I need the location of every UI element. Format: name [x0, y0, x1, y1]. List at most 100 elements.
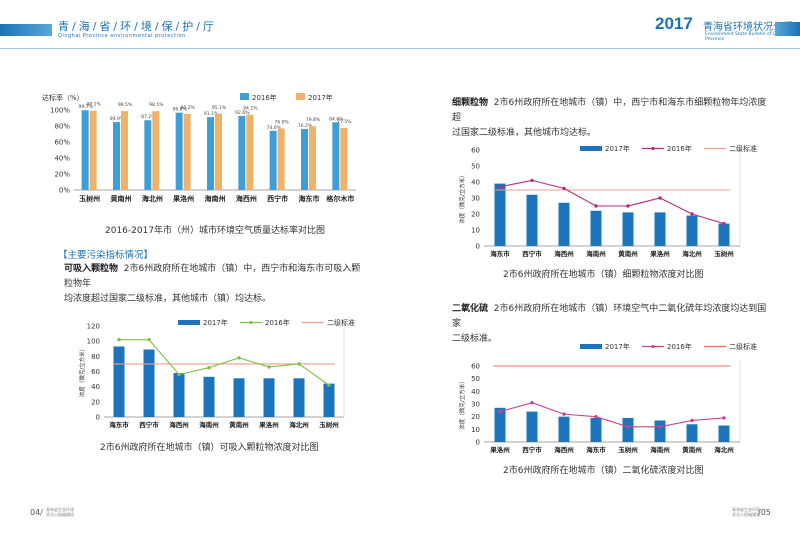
- footer-left-note-line1: 青海省生态环境: [46, 507, 74, 512]
- header-divider: [0, 48, 800, 49]
- y-tick-label: 20: [471, 211, 480, 219]
- header-left-subtitle: Qinghai Province environmental protectio…: [58, 33, 186, 39]
- prev-year-point: [237, 356, 241, 360]
- prev-year-point: [658, 196, 662, 200]
- pm25-chart: 浓度（微克/立方米） 2017年 2016年 二级标准 0 10 20 30 40 50 60 海东市…: [458, 144, 757, 258]
- x-tick-label: 海西州: [554, 445, 574, 454]
- prev-year-point: [498, 409, 502, 414]
- bar: [173, 373, 185, 417]
- x-tick-label: 西宁市: [139, 420, 159, 429]
- y-tick-label: 0%: [59, 187, 70, 195]
- y-tick-label: 120: [87, 323, 100, 331]
- so2-text-line1: 2市6州政府所在地城市（镇）环境空气中二氧化硫年均浓度均达到国家: [452, 304, 767, 329]
- x-tick-label: 玉树州: [79, 194, 100, 203]
- x-tick-label: 海西州: [236, 194, 257, 203]
- legend-entry: 二级标准: [327, 318, 355, 327]
- footer-left-note: 青海省生态环境 状况公报编辑组: [46, 507, 74, 517]
- x-tick-label: 海东市: [299, 194, 320, 203]
- bar: [494, 407, 506, 442]
- so2-chart-caption: 2市6州政府所在地城市（镇）二氧化硫浓度对比图: [503, 466, 704, 476]
- y-tick-label: 10: [471, 227, 480, 235]
- bar: [175, 112, 183, 190]
- bar: [494, 183, 506, 246]
- data-label: 76.2%: [298, 123, 313, 129]
- x-tick-label: 西宁市: [522, 249, 542, 258]
- bar: [686, 215, 698, 246]
- x-tick-label: 海东市: [586, 445, 606, 454]
- data-label: 76.9%: [275, 119, 290, 125]
- x-tick-label: 玉树州: [714, 249, 734, 258]
- data-label: 92.6%: [235, 110, 250, 116]
- footer-right-note-line1: 青海省生态环境: [732, 507, 760, 512]
- y-tick-label: 50: [471, 163, 480, 171]
- y-tick-label: 40: [91, 383, 100, 391]
- pm10-chart-caption: 2市6州政府所在地城市（镇）可吸入颗粒物浓度对比图: [100, 443, 319, 453]
- legend-entry: 二级标准: [729, 342, 757, 351]
- y-tick-label: 20%: [54, 171, 70, 179]
- x-tick-label: 海南州: [586, 249, 606, 258]
- legend-entry: 2016年: [265, 318, 290, 327]
- legend-entry: 2016年: [252, 93, 277, 102]
- data-label: 95.1%: [212, 105, 227, 111]
- y-axis-label: 达标率（%）: [42, 93, 84, 102]
- y-tick-label: 40%: [54, 155, 70, 163]
- y-tick-label: 20: [471, 413, 480, 421]
- bar: [81, 110, 89, 190]
- bar: [238, 115, 246, 190]
- data-label: 84.9%: [110, 116, 125, 122]
- bar: [340, 128, 348, 190]
- x-tick-label: 海东市: [490, 249, 510, 258]
- bar: [654, 420, 666, 442]
- bar: [590, 210, 602, 246]
- bar: [622, 417, 634, 442]
- y-tick-label: 60: [471, 363, 480, 371]
- legend-swatch: [580, 146, 602, 151]
- x-tick-label: 果洛州: [489, 445, 510, 454]
- header-right-subtitle: Environment State Bulletin of Qinghai Pr…: [705, 32, 791, 42]
- data-label: 91.1%: [204, 111, 219, 117]
- prev-year-line: [499, 402, 725, 428]
- bar: [207, 117, 214, 190]
- data-label: 99.7%: [79, 104, 94, 110]
- x-tick-label: 海北州: [682, 249, 702, 258]
- data-label: 95.2%: [181, 105, 196, 111]
- header-left-title: 青/海/省/环/境/保/护/厅: [58, 20, 217, 33]
- pm10-paragraph: 可吸入颗粒物 2市6州政府所在地城市（镇）中，西宁市和海东市可吸入颗粒物年 均浓…: [64, 262, 364, 307]
- y-tick-label: 100%: [50, 107, 70, 115]
- y-tick-label: 0: [476, 243, 480, 251]
- x-tick-label: 西宁市: [522, 445, 542, 454]
- bar: [113, 346, 125, 417]
- prev-year-point: [207, 366, 211, 370]
- legend-entry: 2016年: [667, 342, 692, 351]
- bar: [277, 128, 285, 190]
- so2-paragraph: 二氧化硫 2市6州政府所在地城市（镇）环境空气中二氧化硫年均浓度均达到国家 二级…: [452, 302, 772, 347]
- x-tick-label: 海南州: [650, 445, 670, 454]
- y-tick-label: 80%: [54, 123, 70, 131]
- prev-year-point: [690, 212, 694, 216]
- data-label: 98.5%: [149, 102, 164, 108]
- legend-entry: 2017年: [605, 342, 630, 351]
- prev-year-point: [562, 412, 566, 416]
- bar: [654, 212, 666, 246]
- y-axis-label: 浓度（微克/立方米）: [78, 346, 86, 397]
- legend-swatch: [296, 93, 305, 100]
- bar: [323, 383, 335, 417]
- x-tick-label: 海北州: [142, 194, 163, 203]
- header-accent-bar-left: [0, 24, 52, 36]
- header-accent-bar-right: [775, 22, 800, 36]
- bar: [113, 122, 120, 190]
- header-year: 2017: [655, 14, 693, 33]
- bar: [558, 416, 570, 442]
- prev-year-point: [594, 414, 598, 419]
- prev-year-point: [297, 362, 301, 366]
- bar: [121, 111, 128, 190]
- bar: [203, 376, 215, 417]
- legend-marker: [249, 320, 253, 325]
- y-axis-label: 浓度（微克/立方米）: [458, 172, 466, 223]
- footer-right-note-line2: 状况公报编辑组: [732, 512, 760, 517]
- data-label: 84.6%: [329, 116, 344, 122]
- x-tick-label: 黄南州: [618, 249, 638, 258]
- bar: [686, 424, 698, 442]
- y-tick-label: 40: [471, 388, 480, 396]
